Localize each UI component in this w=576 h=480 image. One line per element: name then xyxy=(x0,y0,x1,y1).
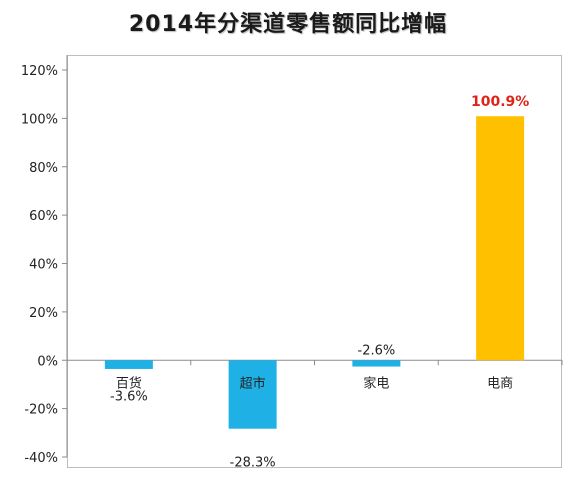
y-tick-label: 80% xyxy=(29,161,58,176)
y-tick-label: 120% xyxy=(21,64,58,79)
data-label: -3.6% xyxy=(110,389,148,404)
bar xyxy=(352,360,401,367)
category-label: 超市 xyxy=(240,375,266,391)
y-tick-label: 0% xyxy=(37,354,58,369)
bar xyxy=(104,360,153,369)
chart-title: 2014年分渠道零售额同比增幅 xyxy=(128,12,448,37)
category-label: 电商 xyxy=(487,376,513,391)
category-label: 百货 xyxy=(116,375,142,391)
category-label: 家电 xyxy=(363,375,389,391)
y-tick-label: 100% xyxy=(21,112,58,127)
bar xyxy=(228,360,277,429)
y-tick-label: 20% xyxy=(29,306,58,321)
y-tick-label: -20% xyxy=(24,403,58,418)
y-tick-label: -40% xyxy=(24,451,58,466)
data-label: -28.3% xyxy=(230,456,276,471)
y-tick-label: 40% xyxy=(29,258,58,273)
y-tick-label: 60% xyxy=(29,209,58,224)
data-label: -2.6% xyxy=(358,344,396,359)
data-label: 100.9% xyxy=(471,94,529,110)
bar xyxy=(476,116,525,361)
